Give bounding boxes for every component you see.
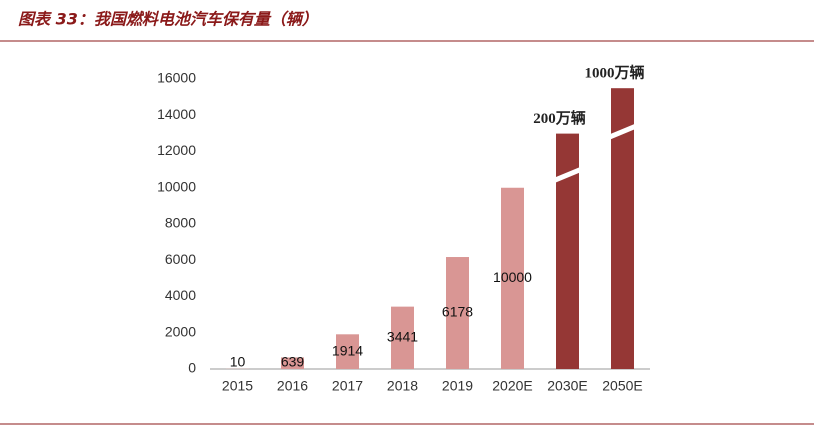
data-label: 639 xyxy=(281,354,305,370)
data-label: 200万辆 xyxy=(533,109,586,127)
data-label: 3441 xyxy=(387,329,418,345)
y-tick-label: 6000 xyxy=(165,251,196,267)
y-tick-label: 4000 xyxy=(165,287,196,303)
x-tick-label: 2017 xyxy=(332,378,363,394)
data-label: 1914 xyxy=(332,342,363,358)
y-tick-label: 10000 xyxy=(157,178,196,194)
chart-title: 图表 33：我国燃料电池汽车保有量（辆） xyxy=(18,10,318,29)
y-tick-label: 8000 xyxy=(165,215,196,231)
y-tick-label: 14000 xyxy=(157,106,196,122)
x-tick-label: 2020E xyxy=(492,378,532,394)
x-tick-label: 2018 xyxy=(387,378,418,394)
x-tick-label: 2016 xyxy=(277,378,308,394)
y-tick-label: 16000 xyxy=(157,70,196,86)
x-tick-label: 2030E xyxy=(547,378,587,394)
data-label: 10000 xyxy=(493,269,532,285)
y-tick-label: 2000 xyxy=(165,323,196,339)
x-tick-label: 2050E xyxy=(602,378,642,394)
x-tick-label: 2019 xyxy=(442,378,473,394)
data-label: 6178 xyxy=(442,304,473,320)
y-tick-label: 0 xyxy=(188,360,196,376)
data-label: 1000万辆 xyxy=(584,64,644,82)
data-label: 10 xyxy=(230,354,246,370)
y-tick-label: 12000 xyxy=(157,142,196,158)
x-tick-label: 2015 xyxy=(222,378,253,394)
